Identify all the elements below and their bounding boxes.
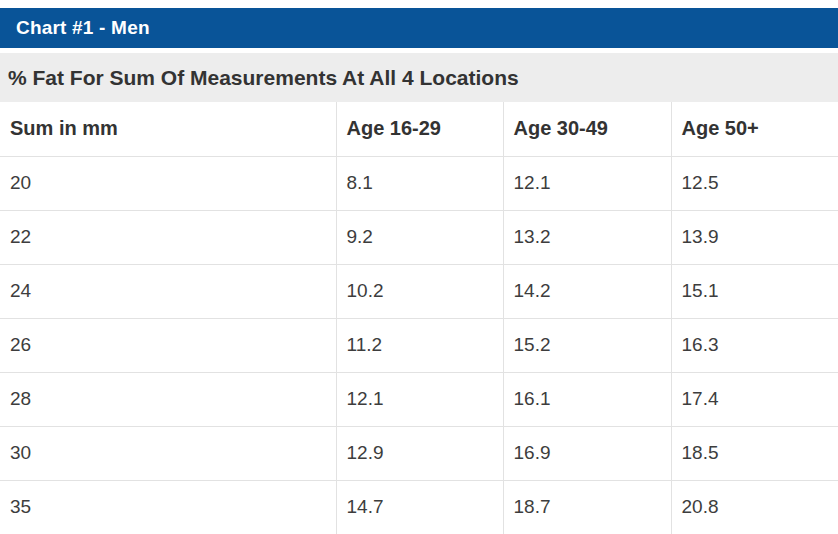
row-label-cell: 28 <box>0 372 336 426</box>
row-label-cell: 20 <box>0 156 336 210</box>
value-cell: 18.5 <box>671 426 838 480</box>
value-cell: 17.4 <box>671 372 838 426</box>
column-header-0: Sum in mm <box>0 102 336 156</box>
column-header-3: Age 50+ <box>671 102 838 156</box>
chart-title-bar: Chart #1 - Men <box>0 8 838 48</box>
table-row: 2812.116.117.4 <box>0 372 838 426</box>
value-cell: 12.1 <box>336 372 503 426</box>
row-label-cell: 35 <box>0 480 336 534</box>
fat-percentage-table: Sum in mmAge 16-29Age 30-49Age 50+ 208.1… <box>0 102 838 534</box>
column-header-2: Age 30-49 <box>503 102 671 156</box>
value-cell: 16.9 <box>503 426 671 480</box>
row-label-cell: 22 <box>0 210 336 264</box>
value-cell: 9.2 <box>336 210 503 264</box>
value-cell: 12.5 <box>671 156 838 210</box>
column-header-1: Age 16-29 <box>336 102 503 156</box>
table-row: 208.112.112.5 <box>0 156 838 210</box>
table-caption: % Fat For Sum Of Measurements At All 4 L… <box>8 66 519 90</box>
value-cell: 12.9 <box>336 426 503 480</box>
table-row: 229.213.213.9 <box>0 210 838 264</box>
row-label-cell: 26 <box>0 318 336 372</box>
value-cell: 15.2 <box>503 318 671 372</box>
value-cell: 12.1 <box>503 156 671 210</box>
value-cell: 18.7 <box>503 480 671 534</box>
table-caption-bar: % Fat For Sum Of Measurements At All 4 L… <box>0 53 838 102</box>
value-cell: 10.2 <box>336 264 503 318</box>
value-cell: 14.7 <box>336 480 503 534</box>
value-cell: 14.2 <box>503 264 671 318</box>
value-cell: 8.1 <box>336 156 503 210</box>
chart-title: Chart #1 - Men <box>16 17 150 39</box>
value-cell: 15.1 <box>671 264 838 318</box>
value-cell: 16.1 <box>503 372 671 426</box>
value-cell: 13.2 <box>503 210 671 264</box>
row-label-cell: 24 <box>0 264 336 318</box>
value-cell: 11.2 <box>336 318 503 372</box>
table-row: 3514.718.720.8 <box>0 480 838 534</box>
table-row: 3012.916.918.5 <box>0 426 838 480</box>
table-row: 2410.214.215.1 <box>0 264 838 318</box>
table-row: 2611.215.216.3 <box>0 318 838 372</box>
table-header-row: Sum in mmAge 16-29Age 30-49Age 50+ <box>0 102 838 156</box>
value-cell: 16.3 <box>671 318 838 372</box>
value-cell: 20.8 <box>671 480 838 534</box>
row-label-cell: 30 <box>0 426 336 480</box>
value-cell: 13.9 <box>671 210 838 264</box>
